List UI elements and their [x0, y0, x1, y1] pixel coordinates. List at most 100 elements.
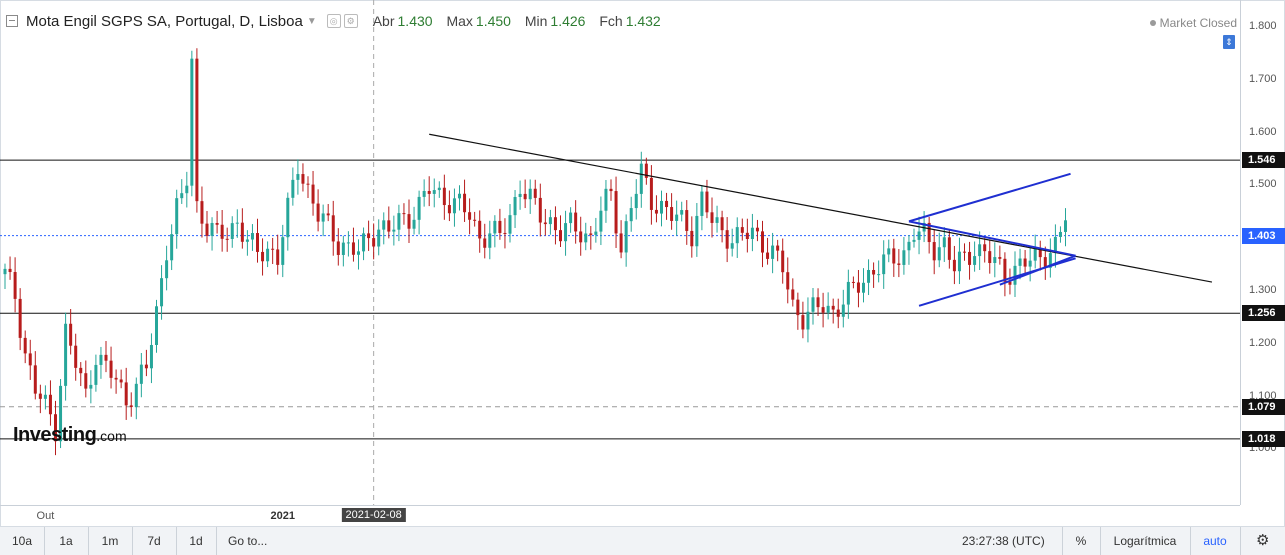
open-label: Abr: [372, 13, 395, 29]
plot-area[interactable]: [0, 0, 1240, 505]
candle-body: [48, 394, 52, 415]
price-scale[interactable]: 1.800 1.700 1.600 1.500 1.300 1.200 1.100 1.000…: [1240, 0, 1285, 505]
candle-body: [675, 214, 679, 221]
candle-body: [1033, 248, 1037, 261]
candle-body: [927, 222, 931, 243]
auto-toggle[interactable]: auto: [1190, 527, 1241, 555]
candle-body: [745, 232, 749, 240]
candle-body: [165, 260, 169, 279]
last-price-label: 1.403: [1242, 227, 1285, 244]
candle-body: [1058, 231, 1062, 237]
candle-body: [432, 190, 436, 194]
candle-body: [109, 360, 113, 378]
candle-body: [1048, 253, 1052, 268]
candle-body: [695, 215, 699, 247]
log-toggle[interactable]: Logarítmica: [1100, 527, 1191, 555]
candle-body: [54, 414, 57, 442]
candle-body: [215, 222, 219, 225]
candle-body: [796, 299, 800, 316]
range-1y-button[interactable]: 1a: [44, 527, 89, 555]
candle-body: [387, 220, 391, 232]
candle-body: [548, 217, 552, 225]
candle-body: [245, 239, 249, 242]
candle-body: [89, 384, 93, 389]
candle-body: [574, 212, 578, 232]
candle-body: [1013, 265, 1017, 285]
candle-body: [43, 394, 47, 399]
candle-body: [412, 219, 416, 229]
candle-body: [478, 220, 482, 239]
percent-toggle[interactable]: %: [1062, 527, 1101, 555]
candle-body: [614, 191, 618, 234]
candle-body: [781, 250, 785, 273]
candle-body: [508, 215, 512, 234]
candle-body: [185, 185, 189, 194]
candle-body: [28, 353, 32, 366]
candle-body: [33, 365, 37, 394]
gear-icon[interactable]: ⚙: [1256, 532, 1270, 549]
candle-body: [877, 274, 881, 276]
candle-body: [23, 337, 27, 354]
candle-body: [104, 354, 108, 361]
candle-body: [200, 201, 204, 224]
candle-body: [680, 210, 684, 215]
candle-body: [59, 385, 63, 442]
candle-body: [750, 227, 754, 240]
candlestick-chart[interactable]: [0, 0, 1240, 505]
scale-arrows-icon[interactable]: ⇕: [1223, 35, 1235, 49]
hide-icon[interactable]: ◎: [326, 14, 341, 28]
candle-body: [367, 233, 371, 239]
range-7d-button[interactable]: 7d: [132, 527, 177, 555]
close-label: Fch: [599, 13, 623, 29]
candle-body: [417, 196, 421, 220]
broadening-upper-line: [908, 172, 1071, 223]
candle-body: [407, 214, 411, 229]
range-1m-button[interactable]: 1m: [88, 527, 133, 555]
candle-body: [654, 209, 658, 214]
candle-body: [978, 244, 982, 257]
settings-icon[interactable]: ⚙: [343, 14, 358, 28]
candle-body: [766, 252, 770, 259]
investing-logo: Investing.com: [13, 424, 127, 447]
collapse-legend-icon[interactable]: [6, 15, 18, 27]
low-value: 1.426: [550, 13, 586, 29]
candle-body: [947, 237, 951, 260]
candle-body: [488, 233, 492, 248]
candle-body: [902, 250, 906, 265]
candle-body: [124, 382, 128, 406]
candle-body: [579, 231, 583, 243]
chevron-down-icon[interactable]: ▼: [306, 15, 317, 27]
candle-body: [321, 213, 325, 222]
candle-body: [170, 234, 174, 261]
candle-body: [690, 230, 694, 247]
candle-body: [892, 248, 896, 264]
candle-body: [271, 248, 275, 250]
candle-body: [190, 58, 194, 186]
candle-body: [700, 191, 704, 216]
candle-body: [963, 251, 966, 253]
time-scale[interactable]: Out 2021 2021-02-08: [0, 505, 1240, 526]
candle-body: [250, 233, 254, 240]
candle-body: [1053, 236, 1057, 254]
candle-body: [998, 257, 1002, 259]
candle-body: [13, 272, 17, 299]
candle-body: [155, 306, 158, 345]
symbol-title[interactable]: Mota Engil SGPS SA, Portugal, D, Lisboa: [26, 12, 303, 30]
candle-body: [69, 323, 73, 346]
candle-body: [533, 188, 537, 198]
goto-button[interactable]: Go to...: [228, 534, 268, 548]
candle-body: [134, 383, 138, 408]
price-tick: 1.700: [1249, 72, 1277, 85]
candle-body: [735, 227, 739, 244]
candle-body: [685, 210, 689, 231]
price-level-label: 1.018: [1242, 430, 1285, 447]
range-1d-button[interactable]: 1d: [176, 527, 217, 555]
high-value: 1.450: [475, 13, 511, 29]
crosshair-date-label: 2021-02-08: [341, 508, 406, 522]
open-value: 1.430: [397, 13, 433, 29]
range-10y-button[interactable]: 10a: [0, 527, 45, 555]
candle-body: [1038, 248, 1042, 258]
candle-body: [543, 222, 547, 225]
candle-body: [973, 256, 977, 265]
candle-body: [316, 203, 320, 222]
